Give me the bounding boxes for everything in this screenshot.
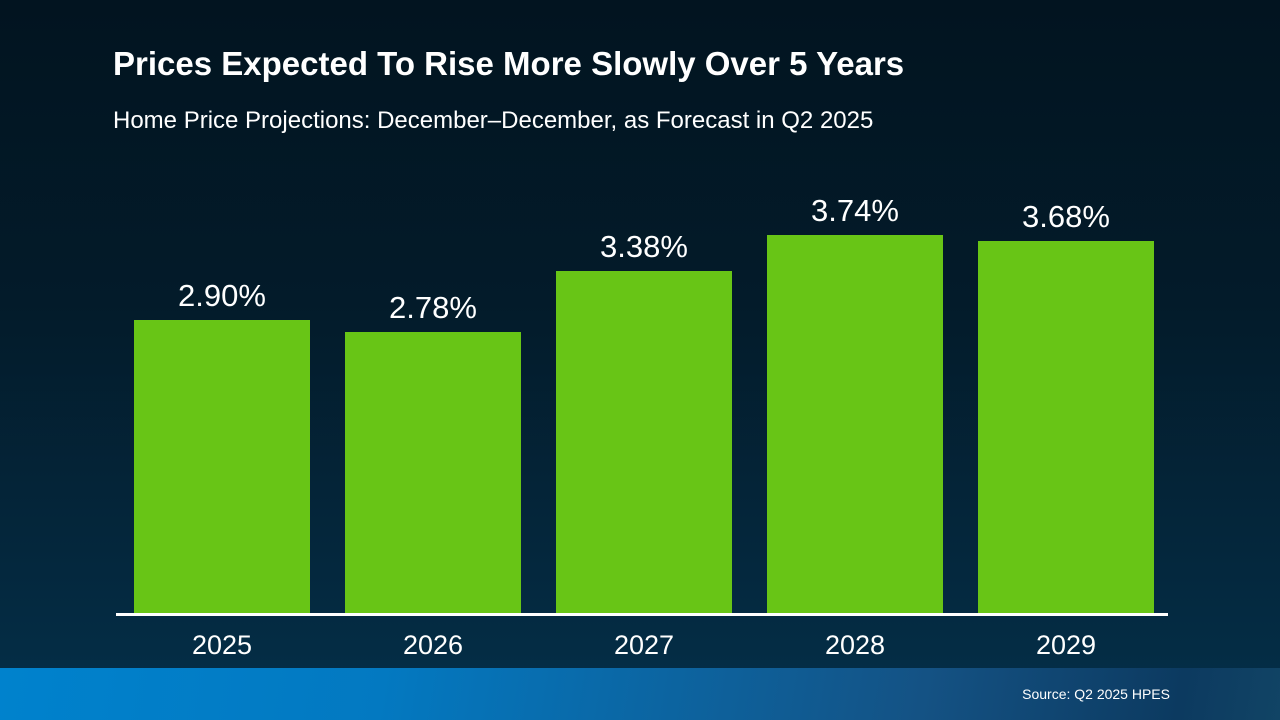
- chart-subtitle: Home Price Projections: December–Decembe…: [113, 107, 874, 134]
- bar-2027: [556, 271, 732, 613]
- bar-2029: [978, 241, 1154, 613]
- bar-value-label-2028: 3.74%: [811, 193, 899, 228]
- footer-bar: Source: Q2 2025 HPES: [0, 668, 1280, 720]
- x-axis-tick-label-2029: 2029: [1035, 630, 1097, 660]
- bar-group-2027: 3.38%: [556, 231, 732, 613]
- page-title: Prices Expected To Rise More Slowly Over…: [113, 45, 905, 82]
- x-axis-line: [116, 613, 1168, 616]
- x-axis-tick-label-2027: 2027: [613, 630, 675, 660]
- bar-value-label-2025: 2.90%: [178, 278, 266, 313]
- bar-2026: [345, 332, 521, 613]
- source-attribution: Source: Q2 2025 HPES: [1022, 686, 1170, 702]
- bar-value-label-2027: 3.38%: [600, 229, 688, 264]
- bar-group-2028: 3.74%: [767, 195, 943, 613]
- bar-2025: [134, 320, 310, 613]
- bar-value-label-2026: 2.78%: [389, 290, 477, 325]
- bar-group-2026: 2.78%: [345, 292, 521, 613]
- bar-value-label-2029: 3.68%: [1022, 199, 1110, 234]
- x-axis-tick-label-2028: 2028: [824, 630, 886, 660]
- bar-chart-plot-area: 2.90% 2.78% 3.38% 3.74% 3.68%: [134, 0, 1154, 613]
- bar-group-2025: 2.90%: [134, 280, 310, 613]
- x-axis-tick-label-2026: 2026: [402, 630, 464, 660]
- x-axis-tick-label-2025: 2025: [191, 630, 253, 660]
- bar-2028: [767, 235, 943, 613]
- bar-group-2029: 3.68%: [978, 201, 1154, 613]
